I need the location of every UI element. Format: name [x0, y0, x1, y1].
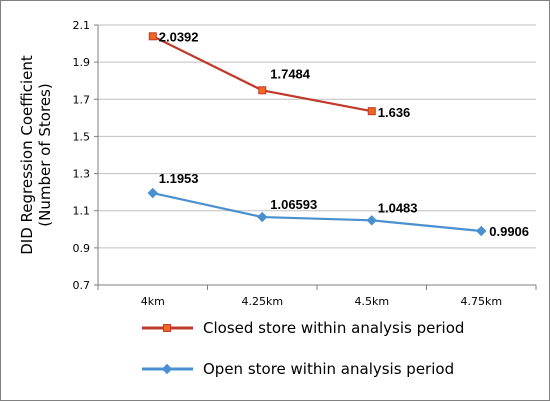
data-label: 1.7484: [270, 66, 311, 81]
x-tick-label: 4km: [141, 295, 165, 308]
series-group: 2.0392 1.7484 1.636 1.1953 1.06593 1.0483 0.99…: [147, 29, 529, 239]
y-tick-label: 1.9: [73, 56, 91, 69]
legend-label: Closed store within analysis period: [203, 319, 464, 337]
y-axis-label-line-2: (Number of Stores): [36, 83, 54, 226]
data-point-marker: [148, 32, 157, 41]
y-axis-label: DID Regression Coefficient (Number of St…: [18, 55, 54, 255]
legend-entry: Open store within analysis period: [142, 360, 454, 378]
y-axis-label-line-1: DID Regression Coefficient: [18, 55, 36, 255]
x-tick-label: 4.5km: [354, 295, 389, 308]
y-tick-label: 1.3: [73, 168, 91, 181]
x-tick-label: 4.75km: [460, 295, 502, 308]
x-tick-labels: 4km 4.25km 4.5km 4.75km: [141, 295, 502, 308]
legend-label: Open store within analysis period: [203, 360, 454, 378]
y-tick-label: 1.7: [73, 93, 91, 106]
data-label: 1.0483: [378, 200, 418, 215]
data-label: 0.9906: [489, 224, 529, 239]
x-tick-label: 4.25km: [241, 295, 283, 308]
data-point-marker: [147, 187, 158, 199]
series-line: [152, 35, 372, 113]
series-open-store: 1.1953 1.06593 1.0483 0.9906: [147, 171, 529, 239]
series-line: [152, 191, 482, 233]
legend-entry: Closed store within analysis period: [142, 319, 464, 337]
data-point-marker: [367, 107, 376, 116]
y-tick-label: 1.1: [73, 205, 91, 218]
data-label: 1.06593: [270, 197, 317, 212]
legend: Closed store within analysis period Open …: [142, 319, 464, 378]
data-point-marker: [163, 324, 171, 332]
data-point-marker: [258, 86, 267, 95]
data-point-marker: [366, 215, 377, 226]
data-label: 2.0392: [159, 29, 199, 44]
data-label: 1.1953: [159, 171, 199, 186]
y-tick-label: 2.1: [73, 19, 91, 32]
data-point-marker: [161, 363, 173, 375]
data-point-marker: [476, 225, 487, 237]
gridlines: [98, 24, 536, 249]
y-tick-label: 0.9: [73, 242, 91, 255]
y-tick-label: 0.7: [73, 279, 91, 292]
axes: [94, 24, 537, 290]
series-closed-store: 2.0392 1.7484 1.636: [148, 29, 411, 120]
data-label: 1.636: [378, 105, 411, 120]
data-point-marker: [257, 211, 268, 223]
y-tick-label: 1.5: [73, 130, 91, 143]
y-tick-labels: 0.7 0.9 1.1 1.3 1.5 1.7 1.9 2.1: [73, 19, 91, 292]
